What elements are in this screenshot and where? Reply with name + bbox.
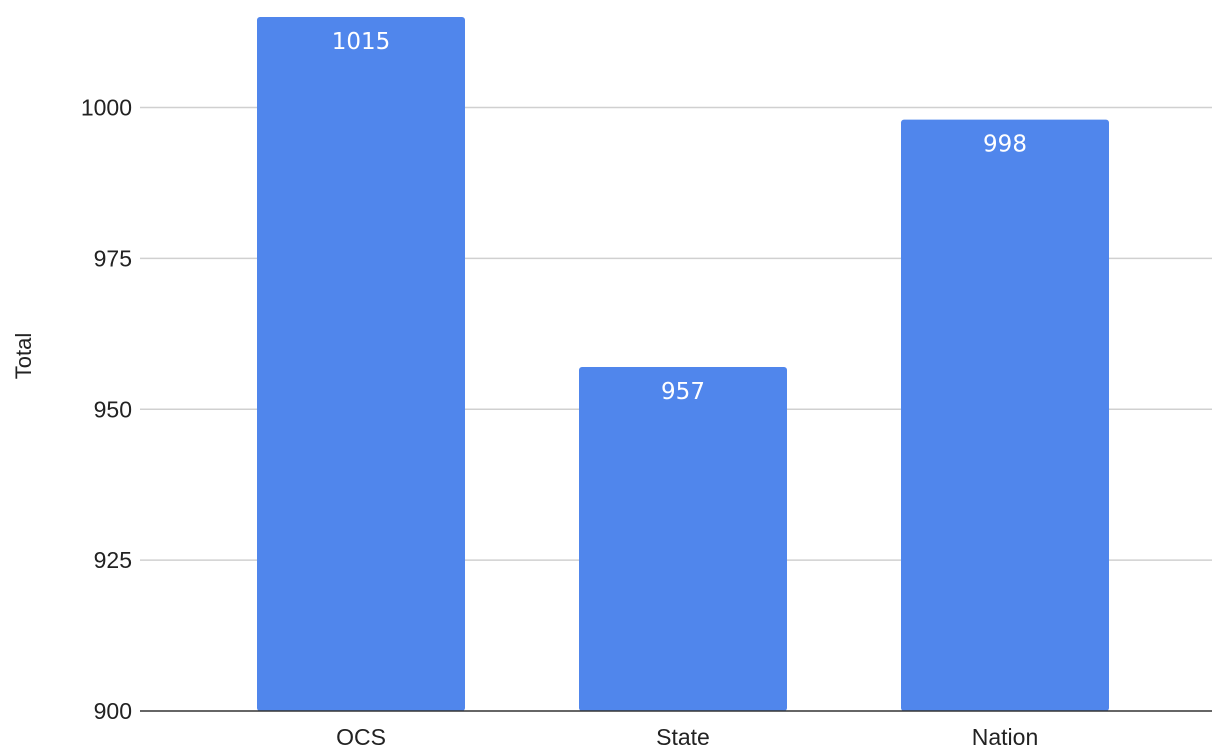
data-label-state: 957 <box>661 379 705 405</box>
y-tick-label: 975 <box>94 245 132 271</box>
bar-ocs <box>257 17 465 711</box>
data-label-ocs: 1015 <box>332 29 391 55</box>
y-tick-label: 1000 <box>81 95 132 121</box>
y-tick-label: 925 <box>94 547 132 573</box>
y-axis-title: Total <box>11 333 36 379</box>
y-tick-label: 900 <box>94 698 132 724</box>
x-tick-label-nation: Nation <box>972 724 1038 750</box>
bars: 1015 957 998 <box>257 17 1109 711</box>
data-label-nation: 998 <box>983 132 1027 158</box>
x-tick-label-state: State <box>656 724 710 750</box>
bar-nation <box>901 119 1109 711</box>
axes: 900 925 950 975 1000 OCS State Nation <box>81 95 1212 750</box>
x-tick-label-ocs: OCS <box>336 724 386 750</box>
bar-state <box>579 367 787 711</box>
y-tick-label: 950 <box>94 396 132 422</box>
